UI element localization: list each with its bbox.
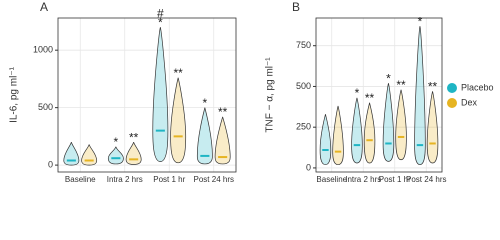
- significance-label: *: [418, 14, 423, 28]
- plot-border: [315, 17, 443, 173]
- violin: [81, 144, 98, 166]
- legend-swatch: [447, 98, 457, 108]
- violin: [426, 91, 439, 164]
- y-tick-label: 500: [38, 102, 53, 112]
- significance-label: **: [129, 130, 139, 144]
- x-tick-label: Intra 2 hrs: [107, 175, 143, 184]
- violin: [363, 102, 376, 164]
- significance-label: *: [114, 135, 119, 149]
- significance-label: **: [365, 91, 375, 105]
- y-tick-label: 0: [306, 162, 311, 172]
- x-tick-label: Intra 2 hrs: [345, 175, 381, 184]
- significance-label: *: [355, 86, 360, 100]
- x-tick-label: Post 24 hrs: [194, 175, 234, 184]
- violin: [414, 26, 426, 166]
- panel-title: B: [292, 0, 300, 14]
- violin: [351, 97, 363, 164]
- significance-label: **: [218, 105, 228, 119]
- significance-label: #: [157, 6, 164, 20]
- x-tick-label: Baseline: [65, 175, 96, 184]
- x-tick-label: Baseline: [316, 175, 347, 184]
- violin: [382, 83, 395, 162]
- significance-label: *: [386, 71, 391, 85]
- y-tick-label: 750: [296, 40, 311, 50]
- y-tick-label: 500: [296, 81, 311, 91]
- significance-label: *: [158, 15, 163, 29]
- legend-swatch: [447, 83, 457, 93]
- panel-title: A: [40, 0, 48, 14]
- y-axis-label: TNF − α, pg ml⁻¹: [265, 57, 276, 133]
- plot-border: [57, 17, 237, 173]
- y-tick-label: 1000: [33, 45, 53, 55]
- violin: [125, 142, 142, 165]
- y-axis-label: IL-6, pg ml⁻¹: [9, 66, 20, 123]
- violin: [170, 77, 187, 164]
- violin: [319, 114, 332, 166]
- legend-label: Dex: [461, 97, 478, 107]
- violin: [214, 116, 231, 165]
- x-tick-label: Post 1 hr: [379, 175, 411, 184]
- significance-label: **: [396, 78, 406, 92]
- significance-label: **: [428, 80, 438, 94]
- violin: [196, 107, 213, 165]
- violin: [395, 89, 407, 161]
- significance-label: **: [173, 66, 183, 80]
- significance-label: *: [203, 96, 208, 110]
- y-tick-label: 250: [296, 122, 311, 132]
- x-tick-label: Post 24 hrs: [406, 175, 446, 184]
- x-tick-label: Post 1 hr: [153, 175, 185, 184]
- violin: [107, 146, 124, 165]
- y-tick-label: 0: [48, 159, 53, 169]
- legend-label: Placebo: [461, 82, 494, 92]
- violin: [63, 142, 80, 166]
- violin: [152, 27, 169, 163]
- violin: [332, 105, 344, 166]
